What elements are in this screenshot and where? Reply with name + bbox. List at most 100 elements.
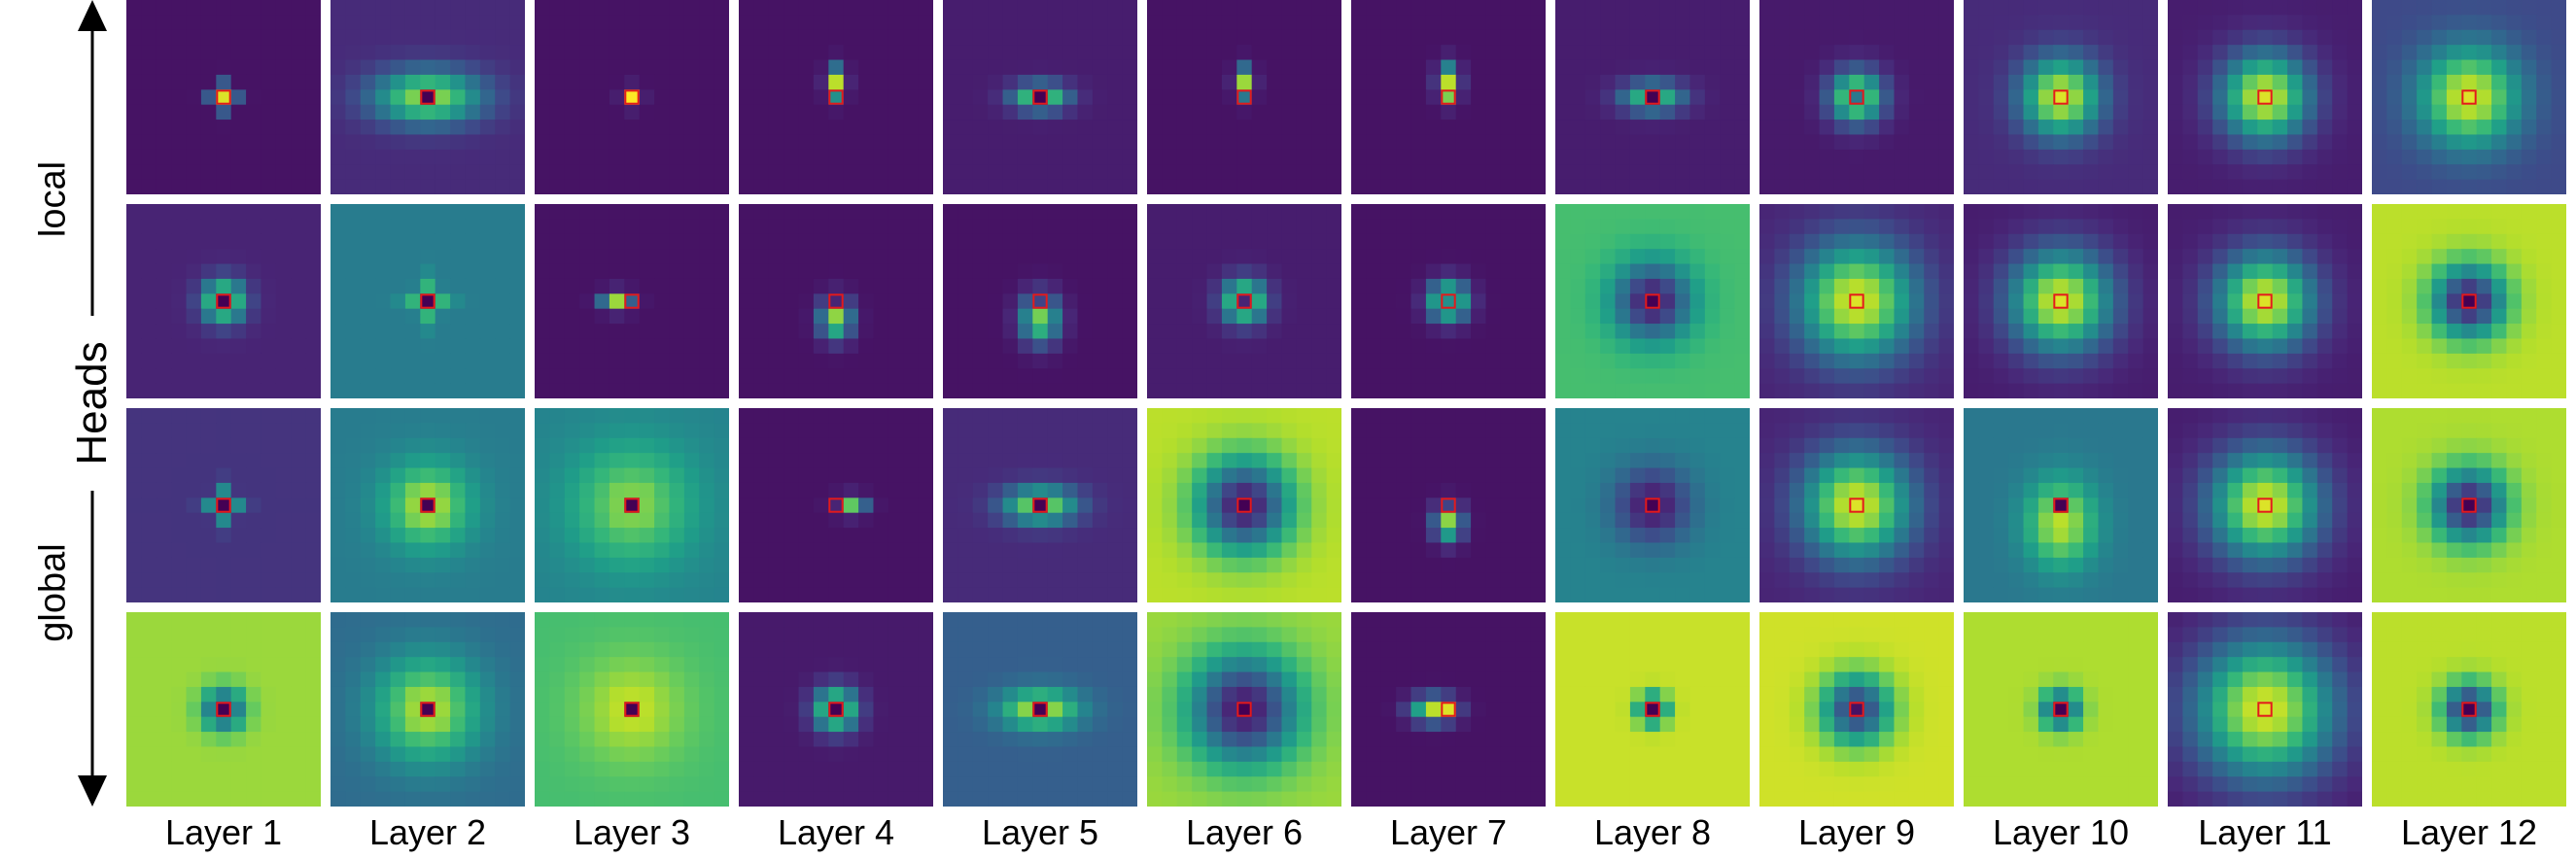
heatmap-cell [624, 179, 641, 194]
heatmap-cell [2023, 179, 2039, 194]
heatmap-cell [1924, 324, 1940, 340]
heatmap-cell [1704, 120, 1721, 136]
heatmap-cell [1645, 149, 1661, 165]
heatmap-cell [669, 482, 685, 498]
heatmap-cell [1615, 0, 1631, 16]
heatmap-cell [1296, 368, 1312, 385]
heatmap-cell [450, 249, 467, 265]
heatmap-cell [1471, 179, 1487, 194]
heatmap-cell [420, 149, 436, 165]
heatmap-cell [230, 104, 247, 120]
heatmap-cell [1192, 383, 1208, 398]
heatmap-cell [1978, 45, 1995, 61]
heatmap-cell [918, 293, 933, 310]
heatmap-cell [1789, 233, 1805, 250]
heatmap-cell [261, 179, 277, 194]
heatmap-cell [1366, 383, 1382, 398]
heatmap-cell [360, 437, 376, 454]
heatmap-cell [1351, 59, 1367, 76]
heatmap-cell [200, 29, 217, 46]
heatmap-cell [535, 120, 550, 136]
heatmap-cell [1032, 587, 1049, 602]
heatmap-cell [639, 453, 655, 469]
heatmap-cell [683, 74, 700, 90]
heatmap-cell [435, 353, 451, 369]
heatmap-cell [435, 134, 451, 151]
heatmap-cell [783, 572, 800, 589]
heatmap-cell [972, 353, 989, 369]
heatmap-cell [1819, 368, 1835, 385]
heatmap-cell [509, 353, 525, 369]
heatmap-cell [1894, 233, 1910, 250]
heatmap-cell [609, 164, 625, 181]
heatmap-cell [2257, 149, 2274, 165]
heatmap-cell [1659, 338, 1676, 355]
heatmap-cell [2168, 233, 2183, 250]
heatmap-cell [2316, 278, 2333, 294]
heatmap-cell [345, 423, 362, 439]
heatmap-cell [594, 324, 610, 340]
heatmap-cell [1396, 249, 1412, 265]
heatmap-cell [739, 104, 754, 120]
heatmap-cell [2521, 338, 2537, 355]
heatmap-cell [1570, 120, 1586, 136]
heatmap-cell [1774, 59, 1791, 76]
heatmap-cell [1077, 293, 1094, 310]
heatmap-cell [654, 308, 671, 325]
heatmap-cell [509, 512, 525, 529]
heatmap-cell [275, 219, 292, 235]
heatmap-cell [1147, 15, 1163, 31]
heatmap-cell [654, 512, 671, 529]
heatmap-cell [957, 59, 974, 76]
heatmap-cell [1600, 104, 1617, 120]
heatmap-cell [843, 134, 859, 151]
heatmap-cell [375, 149, 392, 165]
heatmap-cell [261, 263, 277, 280]
heatmap-cell [1122, 233, 1137, 250]
heatmap-cell [1162, 219, 1178, 235]
heatmap-cell [1774, 29, 1791, 46]
heatmap-cell [1251, 249, 1268, 265]
heatmap-cell [1062, 324, 1079, 340]
heatmap-cell [1530, 324, 1546, 340]
heatmap-cell [739, 45, 754, 61]
heatmap-cell [450, 437, 467, 454]
heatmap-cell [903, 338, 920, 355]
heatmap-cell [200, 15, 217, 31]
heatmap-cell [1311, 0, 1328, 16]
heatmap-cell [2212, 134, 2229, 151]
heatmap-cell [1734, 219, 1750, 235]
heatmap-cell [1600, 29, 1617, 46]
heatmap-cell [609, 383, 625, 398]
heatmap-cell [988, 482, 1004, 498]
heatmap-cell [828, 149, 845, 165]
heatmap-cell [2257, 263, 2274, 280]
heatmap-cell [1206, 249, 1223, 265]
heatmap-cell [305, 149, 321, 165]
heatmap-cell [888, 512, 904, 529]
heatmap-cell [126, 408, 142, 424]
heatmap-cell [1455, 249, 1472, 265]
heatmap-cell [1002, 512, 1019, 529]
heatmap-cell [1863, 293, 1880, 310]
heatmap-cell [972, 15, 989, 31]
heatmap-cell [1789, 15, 1805, 31]
heatmap-cell [1206, 164, 1223, 181]
heatmap-cell [918, 368, 933, 385]
heatmap-cell [2347, 89, 2362, 106]
heatmap-cell [1351, 368, 1367, 385]
heatmap-cell [2536, 74, 2553, 90]
heatmap-cell [2372, 134, 2387, 151]
heatmap-cell [200, 204, 217, 220]
heatmap-cell [972, 453, 989, 469]
heatmap-cell [1032, 120, 1049, 136]
heatmap-cell [246, 149, 262, 165]
heatmap-cell [1077, 233, 1094, 250]
heatmap-cell [1351, 353, 1367, 369]
heatmap-cell [2257, 134, 2274, 151]
heatmap-cell [888, 0, 904, 16]
heatmap-cell [873, 179, 889, 194]
heatmap-cell [1659, 15, 1676, 31]
heatmap-cell [2302, 74, 2318, 90]
heatmap-cell [1908, 149, 1925, 165]
